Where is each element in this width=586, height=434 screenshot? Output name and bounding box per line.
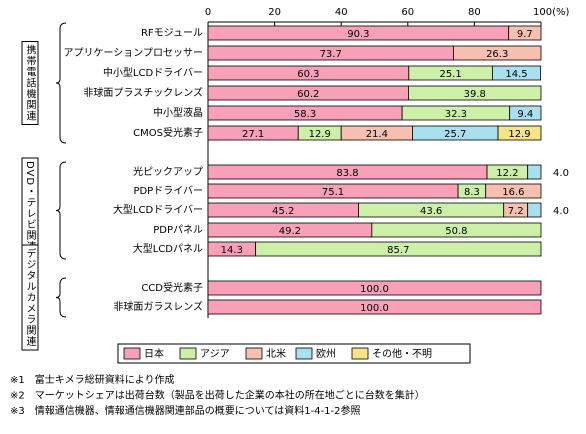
- legend-swatch: [245, 347, 263, 360]
- x-tick-label: 20: [268, 7, 281, 18]
- data-label: 14.3: [221, 245, 243, 256]
- data-label: 43.6: [420, 206, 442, 217]
- data-label: 39.8: [464, 89, 486, 100]
- category-label: PDPパネル: [153, 224, 203, 236]
- data-label: 4.0: [553, 168, 569, 179]
- category-label: CCD受光素子: [141, 281, 203, 294]
- bar-segment: [371, 222, 542, 238]
- data-label: 16.6: [502, 187, 524, 198]
- bar-segment: [255, 241, 542, 257]
- group-label: デジタルカメラ関連: [24, 247, 36, 347]
- group-box: [21, 244, 39, 351]
- bar-segment: [207, 280, 542, 296]
- group-label: 携帯電話機関連: [24, 43, 36, 121]
- data-label: 27.1: [242, 129, 264, 140]
- data-label: 100.0: [360, 303, 389, 314]
- x-tick-label: 60: [401, 7, 414, 18]
- bar-segment: [485, 183, 542, 199]
- legend-box: [117, 343, 471, 364]
- legend-label: 北米: [266, 347, 286, 360]
- category-label: 非球面ガラスレンズ: [113, 300, 203, 313]
- category-label: 非球面プラスチックレンズ: [83, 86, 203, 99]
- group-brace: [55, 277, 67, 318]
- category-label: RFモジュール: [141, 28, 203, 39]
- bar-segment: [408, 85, 542, 101]
- data-label: 4.0: [553, 206, 569, 217]
- data-label: 7.2: [508, 206, 524, 217]
- category-label: 大型LCDドライバー: [113, 203, 203, 216]
- data-label: 85.7: [387, 245, 409, 256]
- group-brace: [55, 22, 67, 144]
- data-label: 73.7: [320, 49, 342, 60]
- x-tick-label: 0: [205, 7, 211, 18]
- legend-swatch: [351, 347, 369, 360]
- x-tick-label: 40: [335, 7, 348, 18]
- data-label: 50.8: [445, 226, 467, 237]
- data-label: 12.2: [496, 168, 518, 179]
- data-label: 75.1: [322, 187, 344, 198]
- bar-segment: [527, 202, 542, 218]
- category-label: 中小型LCDドライバー: [103, 66, 203, 79]
- category-label: PDPドライバー: [133, 185, 203, 197]
- data-label: 8.3: [464, 187, 480, 198]
- data-label: 32.3: [445, 109, 467, 120]
- data-label: 12.9: [309, 129, 331, 140]
- category-label: CMOS受光素子: [133, 126, 203, 139]
- bar-segment: [527, 164, 542, 180]
- legend-label: その他・不明: [372, 347, 432, 360]
- group-brace: [55, 161, 67, 260]
- data-label: 12.9: [508, 129, 530, 140]
- legend-swatch: [179, 347, 197, 360]
- note: ※1 富士キメラ総研資料により作成: [10, 373, 175, 386]
- bar-segment: [509, 105, 542, 121]
- data-label: 49.2: [279, 226, 301, 237]
- legend-swatch: [295, 347, 313, 360]
- data-label: 45.2: [272, 206, 294, 217]
- data-label: 25.1: [439, 69, 461, 80]
- data-label: 9.7: [517, 29, 533, 40]
- legend-label: 日本: [144, 347, 164, 360]
- data-label: 14.5: [505, 69, 527, 80]
- x-tick-label: 100(%): [533, 7, 569, 18]
- category-label: 光ピックアップ: [133, 165, 203, 178]
- data-label: 90.3: [347, 29, 369, 40]
- bar-segment: [497, 125, 542, 141]
- category-label: アプリケーションプロセッサー: [64, 47, 204, 59]
- group-box: [21, 41, 39, 125]
- bar-segment: [491, 65, 542, 81]
- legend-swatch: [123, 347, 141, 360]
- note: ※2 マーケットシェアは出荷台数（製品を出荷した企業の本社の所在地ごとに台数を集…: [10, 389, 425, 402]
- data-label: 100.0: [360, 284, 389, 295]
- category-label: 中小型液晶: [153, 106, 203, 119]
- data-label: 21.4: [366, 129, 388, 140]
- legend-label: アジア: [200, 349, 230, 360]
- bar-segment: [207, 299, 542, 315]
- category-label: 大型LCDパネル: [133, 242, 203, 255]
- legend-label: 欧州: [316, 348, 336, 360]
- group-label: DVD・テレビ関連: [24, 161, 36, 252]
- note: ※3 情報通信機器、情報通信機器関連部品の概要については資料1-4-1-2参照: [10, 404, 361, 417]
- data-label: 25.7: [444, 129, 466, 140]
- bar-segment: [508, 25, 542, 41]
- data-label: 26.3: [486, 49, 508, 60]
- data-label: 58.3: [294, 109, 316, 120]
- data-label: 83.8: [336, 168, 358, 179]
- data-label: 60.2: [297, 89, 319, 100]
- x-tick-label: 80: [468, 7, 481, 18]
- data-label: 9.4: [517, 109, 533, 120]
- data-label: 60.3: [297, 69, 319, 80]
- bar-segment: [453, 45, 542, 61]
